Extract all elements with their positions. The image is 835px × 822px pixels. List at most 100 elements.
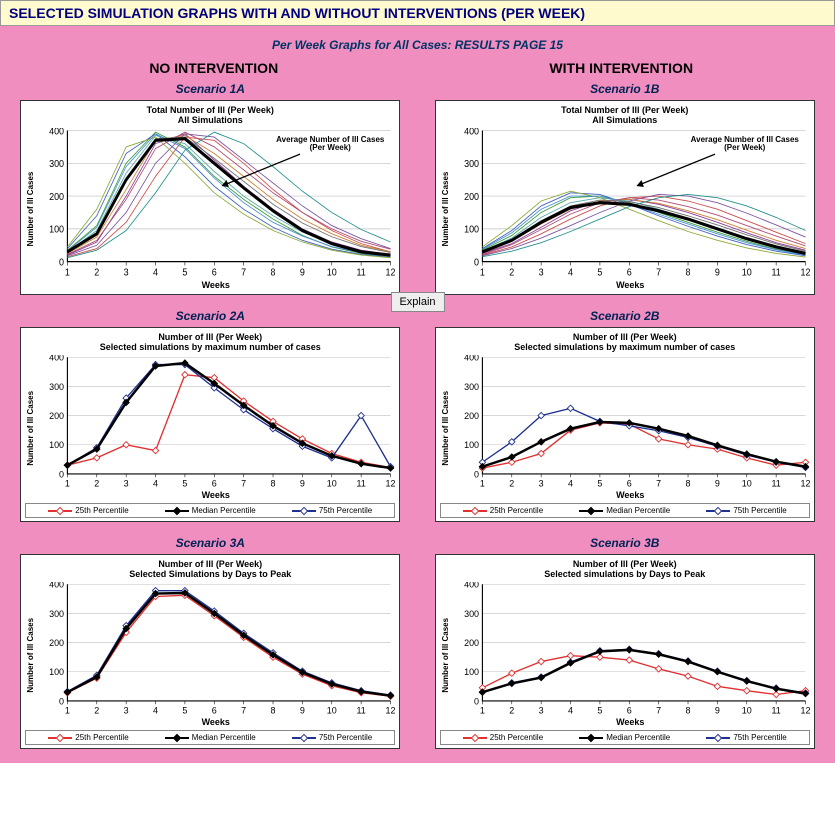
svg-text:12: 12 — [800, 478, 809, 488]
percentile-legend: 25th Percentile Median Percentile 75th Per… — [25, 730, 395, 745]
svg-text:1: 1 — [480, 267, 485, 279]
svg-text:9: 9 — [300, 267, 305, 279]
svg-text:4: 4 — [153, 267, 159, 279]
col-right-header: WITH INTERVENTION — [418, 60, 826, 76]
legend-item-p25: 25th Percentile — [463, 506, 543, 515]
scenario-label: Scenario 2A — [176, 309, 245, 323]
svg-text:2: 2 — [95, 267, 100, 279]
plot-svg: 0100200300400123456789101112Average Numb… — [451, 128, 810, 279]
chart-s3b: Scenario 3B Number of Ill (Per Week)Selec… — [425, 536, 826, 749]
svg-text:0: 0 — [474, 469, 479, 479]
svg-text:2: 2 — [95, 705, 100, 715]
plot-svg: 0100200300400123456789101112 — [36, 355, 395, 490]
svg-text:7: 7 — [241, 267, 246, 279]
legend-label: Median Percentile — [192, 733, 256, 742]
svg-text:100: 100 — [464, 440, 479, 450]
legend-item-p75: 75th Percentile — [706, 506, 786, 515]
svg-text:9: 9 — [300, 478, 305, 488]
svg-text:12: 12 — [386, 267, 395, 279]
legend-item-median: Median Percentile — [579, 506, 670, 515]
explain-button[interactable]: Explain — [390, 292, 444, 312]
svg-text:1: 1 — [480, 478, 485, 488]
svg-text:100: 100 — [464, 667, 479, 677]
svg-text:9: 9 — [715, 478, 720, 488]
svg-text:7: 7 — [656, 478, 661, 488]
svg-text:11: 11 — [771, 705, 780, 715]
svg-text:3: 3 — [124, 267, 129, 279]
svg-text:400: 400 — [49, 128, 64, 137]
legend-item-p25: 25th Percentile — [48, 506, 128, 515]
chart-grid: Explain Scenario 1ATotal Number of Ill (… — [10, 82, 825, 749]
page-body: Per Week Graphs for All Cases: RESULTS P… — [0, 26, 835, 763]
legend-label: 75th Percentile — [733, 733, 786, 742]
plot-svg: 0100200300400123456789101112 — [451, 582, 810, 717]
chart-box: Number of Ill (Per Week)Selected simulat… — [435, 554, 815, 749]
svg-text:400: 400 — [464, 582, 479, 590]
svg-text:12: 12 — [386, 705, 395, 715]
svg-text:300: 300 — [464, 608, 479, 618]
svg-text:10: 10 — [742, 478, 752, 488]
legend-item-median: Median Percentile — [165, 733, 256, 742]
legend-item-p75: 75th Percentile — [292, 733, 372, 742]
y-axis-label: Number of Ill Cases — [25, 355, 36, 501]
y-axis-label: Number of Ill Cases — [440, 128, 451, 290]
svg-text:100: 100 — [49, 667, 64, 677]
svg-text:100: 100 — [464, 224, 479, 236]
legend-label: 75th Percentile — [319, 733, 372, 742]
x-axis-label: Weeks — [36, 490, 395, 500]
svg-text:12: 12 — [800, 705, 809, 715]
svg-text:3: 3 — [124, 478, 129, 488]
svg-text:0: 0 — [59, 469, 64, 479]
y-axis-label: Number of Ill Cases — [25, 128, 36, 290]
x-axis-label: Weeks — [36, 717, 395, 727]
legend-item-median: Median Percentile — [165, 506, 256, 515]
svg-text:10: 10 — [327, 478, 337, 488]
col-left-header: NO INTERVENTION — [10, 60, 418, 76]
svg-text:7: 7 — [656, 267, 661, 279]
chart-title: Number of Ill (Per Week)Selected simulat… — [25, 332, 395, 353]
chart-s1b: Scenario 1BTotal Number of Ill (Per Week… — [425, 82, 826, 295]
svg-text:5: 5 — [597, 267, 602, 279]
svg-text:4: 4 — [568, 267, 574, 279]
legend-label: 75th Percentile — [733, 506, 786, 515]
svg-text:5: 5 — [597, 478, 602, 488]
percentile-legend: 25th Percentile Median Percentile 75th Per… — [440, 503, 810, 518]
svg-text:5: 5 — [183, 705, 188, 715]
svg-text:12: 12 — [800, 267, 809, 279]
legend-item-p25: 25th Percentile — [463, 733, 543, 742]
svg-text:12: 12 — [386, 478, 395, 488]
svg-text:3: 3 — [538, 267, 543, 279]
legend-label: 25th Percentile — [75, 733, 128, 742]
legend-label: Median Percentile — [606, 506, 670, 515]
chart-box: Number of Ill (Per Week)Selected simulat… — [435, 327, 815, 522]
svg-text:3: 3 — [538, 705, 543, 715]
chart-s2b: Scenario 2B Number of Ill (Per Week)Selec… — [425, 309, 826, 522]
svg-text:2: 2 — [509, 478, 514, 488]
legend-item-p75: 75th Percentile — [292, 506, 372, 515]
x-axis-label: Weeks — [36, 280, 395, 290]
chart-title: Number of Ill (Per Week)Selected simulat… — [440, 332, 810, 353]
y-axis-label: Number of Ill Cases — [440, 582, 451, 728]
svg-text:0: 0 — [59, 696, 64, 706]
x-axis-label: Weeks — [451, 490, 810, 500]
svg-text:11: 11 — [357, 705, 366, 715]
svg-text:9: 9 — [715, 705, 720, 715]
scenario-label: Scenario 3A — [176, 536, 245, 550]
legend-label: 25th Percentile — [490, 733, 543, 742]
svg-text:5: 5 — [597, 705, 602, 715]
svg-text:4: 4 — [153, 478, 158, 488]
svg-text:7: 7 — [241, 705, 246, 715]
scenario-label: Scenario 3B — [590, 536, 659, 550]
svg-text:6: 6 — [212, 705, 217, 715]
scenario-label: Scenario 2B — [590, 309, 659, 323]
avg-annotation: Average Number of Ill Cases (Per Week) — [690, 136, 800, 153]
page-header: SELECTED SIMULATION GRAPHS WITH AND WITH… — [0, 0, 835, 26]
legend-item-p75: 75th Percentile — [706, 733, 786, 742]
svg-text:6: 6 — [212, 478, 217, 488]
svg-text:8: 8 — [271, 705, 276, 715]
svg-text:10: 10 — [327, 267, 337, 279]
legend-label: 25th Percentile — [490, 506, 543, 515]
percentile-legend: 25th Percentile Median Percentile 75th Per… — [25, 503, 395, 518]
y-axis-label: Number of Ill Cases — [440, 355, 451, 501]
svg-text:2: 2 — [509, 267, 514, 279]
